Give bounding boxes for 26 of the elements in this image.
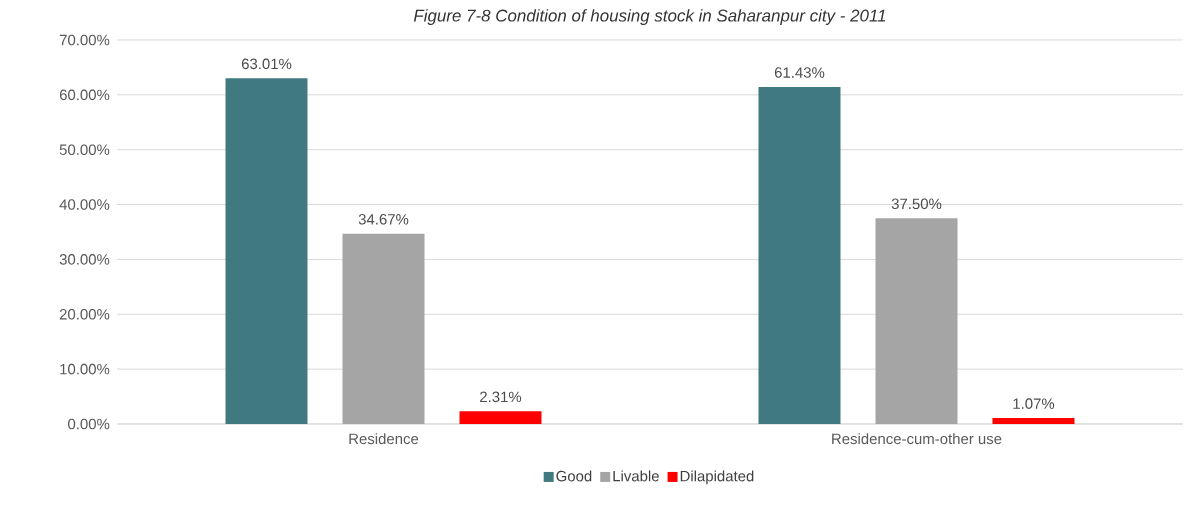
legend-label: Dilapidated bbox=[680, 470, 754, 485]
y-tick-label: 60.00% bbox=[59, 89, 110, 101]
chart-title: Figure 7-8 Condition of housing stock in Saharanpur city - 2011 bbox=[413, 9, 886, 25]
y-tick-label: 0.00% bbox=[68, 418, 110, 430]
bar bbox=[342, 233, 425, 424]
y-tick-label: 70.00% bbox=[59, 34, 110, 46]
x-tick-label: Residence bbox=[349, 433, 419, 445]
y-tick-label: 40.00% bbox=[59, 199, 110, 210]
y-tick-label: 50.00% bbox=[59, 144, 110, 155]
data-label: 34.67% bbox=[358, 214, 409, 225]
x-tick-label: Residence-cum-other use bbox=[832, 433, 1002, 445]
bar bbox=[758, 87, 841, 424]
data-label: 1.07% bbox=[1013, 398, 1055, 409]
bar bbox=[992, 418, 1075, 424]
bar bbox=[875, 218, 958, 424]
legend-label: Good bbox=[556, 470, 592, 482]
bar bbox=[459, 411, 542, 424]
y-tick-label: 20.00% bbox=[59, 308, 110, 320]
y-tick-label: 10.00% bbox=[60, 363, 110, 375]
data-label: 63.01% bbox=[241, 58, 292, 70]
data-label: 61.43% bbox=[774, 67, 825, 78]
bar bbox=[225, 78, 308, 424]
legend-label: Livable bbox=[613, 470, 659, 482]
data-label: 37.50% bbox=[891, 198, 942, 210]
y-tick-label: 30.00% bbox=[59, 254, 110, 265]
data-label: 2.31% bbox=[480, 391, 522, 403]
